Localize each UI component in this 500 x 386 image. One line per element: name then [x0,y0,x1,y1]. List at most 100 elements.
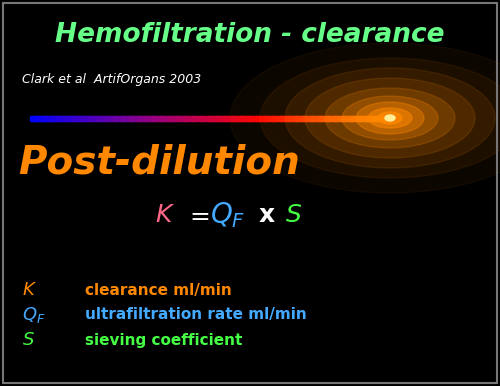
Bar [176,115,178,120]
Bar [318,115,320,120]
Bar [147,115,148,120]
Bar [220,115,222,120]
Bar [219,115,220,120]
Bar [248,115,250,120]
Bar [61,115,62,120]
Bar [296,115,297,120]
Ellipse shape [385,115,395,121]
Bar [180,115,182,120]
Bar [353,115,354,120]
Bar [262,115,264,120]
Bar [132,115,134,120]
Bar [363,115,364,120]
Bar [234,115,235,120]
Bar [120,115,121,120]
Bar [294,115,296,120]
Bar [308,115,309,120]
Bar [324,115,326,120]
Bar [64,115,65,120]
Bar [140,115,141,120]
Bar [123,115,124,120]
Bar [238,115,240,120]
Bar [47,115,48,120]
Bar [224,115,225,120]
Bar [116,115,117,120]
Bar [56,115,58,120]
Bar [380,115,382,120]
Bar [370,115,372,120]
Bar [376,115,378,120]
Bar [383,115,384,120]
Bar [366,115,367,120]
Bar [106,115,108,120]
Bar [261,115,262,120]
Bar [72,115,73,120]
Bar [146,115,147,120]
Bar [98,115,99,120]
Ellipse shape [356,102,424,134]
Bar [99,115,100,120]
Bar [104,115,106,120]
Bar [330,115,332,120]
Bar [112,115,113,120]
Bar [160,115,161,120]
Bar [342,115,344,120]
Bar [192,115,193,120]
Bar [276,115,277,120]
Bar [131,115,132,120]
Bar [244,115,246,120]
Bar [118,115,120,120]
Bar [350,115,352,120]
Bar [374,115,375,120]
Bar [334,115,336,120]
Bar [149,115,150,120]
Bar [272,115,274,120]
Bar [291,115,292,120]
Bar [281,115,282,120]
Text: clearance ml/min: clearance ml/min [85,283,232,298]
Bar [190,115,191,120]
Bar [50,115,52,120]
Bar [208,115,209,120]
Bar [42,115,44,120]
Bar [174,115,175,120]
Bar [117,115,118,120]
Bar [163,115,164,120]
Bar [241,115,242,120]
Bar [354,115,356,120]
Bar [235,115,236,120]
Bar [95,115,96,120]
Bar [200,115,201,120]
Bar [150,115,152,120]
Bar [326,115,328,120]
Bar [69,115,70,120]
Bar [176,115,177,120]
Bar [178,115,180,120]
Ellipse shape [305,78,475,158]
Bar [253,115,254,120]
Bar [188,115,190,120]
Bar [48,115,50,120]
Bar [237,115,238,120]
Bar [66,115,67,120]
Bar [211,115,212,120]
Bar [332,115,334,120]
Bar [122,115,123,120]
Bar [310,115,312,120]
Bar [172,115,174,120]
Bar [320,115,322,120]
Bar [68,115,70,120]
Bar [94,115,96,120]
Bar [90,115,92,120]
Bar [280,115,281,120]
Bar [186,115,188,120]
Bar [32,115,34,120]
Bar [204,115,206,120]
Bar [233,115,234,120]
Bar [184,115,185,120]
Bar [58,115,59,120]
Bar [125,115,126,120]
Bar [124,115,126,120]
Text: $\mathit{Q}_{\mathit{F}}$: $\mathit{Q}_{\mathit{F}}$ [22,305,46,325]
Bar [366,115,368,120]
